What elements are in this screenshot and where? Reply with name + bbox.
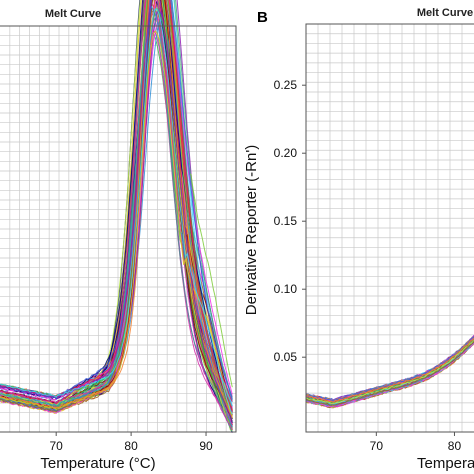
y-tick-label: 0.05 [274, 350, 298, 364]
melt-curve-line [0, 0, 233, 400]
melt-curve-line [0, 30, 233, 417]
x-tick-label: 70 [50, 439, 64, 453]
melt-curve-line [305, 340, 474, 406]
melt-curve-line [305, 340, 474, 405]
y-tick-label: 0.20 [274, 146, 298, 160]
panel-b-title: Melt Curve [417, 7, 473, 19]
panel-a-frame [0, 25, 237, 433]
panel-b-grid [306, 24, 474, 432]
melt-curve-line [0, 8, 233, 415]
panel-b-curves [305, 334, 474, 409]
panel-b-y-axis-label: Derivative Reporter (-Rn') [243, 145, 260, 315]
x-tick-label: 80 [124, 439, 138, 453]
panel-b-x-ticks: 70 80 [370, 432, 462, 453]
panel-b-x-axis-label: Temperature (°C) [417, 455, 474, 472]
panel-a-curves [0, 0, 233, 433]
melt-curve-line [0, 19, 233, 422]
panel-a-x-ticks: 70 80 90 [50, 432, 213, 453]
panel-b-y-ticks: 0.05 0.10 0.15 0.20 0.25 [274, 78, 306, 364]
panel-b-letter: B [257, 9, 268, 26]
x-tick-label: 80 [448, 439, 462, 453]
y-tick-label: 0.15 [274, 214, 298, 228]
y-tick-label: 0.10 [274, 282, 298, 296]
panel-b: B Melt Curve 0.05 0.10 0.15 0.20 0.25 70 80 D… [243, 7, 474, 472]
melt-curve-line [0, 0, 233, 422]
panel-a: Melt Curve 70 80 90 Temperature (°C) [0, 0, 237, 472]
x-tick-label: 90 [199, 439, 213, 453]
panel-b-frame [305, 23, 474, 433]
y-tick-label: 0.25 [274, 78, 298, 92]
melt-curve-line [305, 338, 474, 403]
melt-curve-line [305, 341, 474, 406]
panel-a-title: Melt Curve [45, 8, 101, 20]
melt-curve-line [305, 336, 474, 402]
panel-a-x-axis-label: Temperature (°C) [40, 455, 155, 472]
melt-curve-line [0, 0, 233, 419]
x-tick-label: 70 [370, 439, 384, 453]
